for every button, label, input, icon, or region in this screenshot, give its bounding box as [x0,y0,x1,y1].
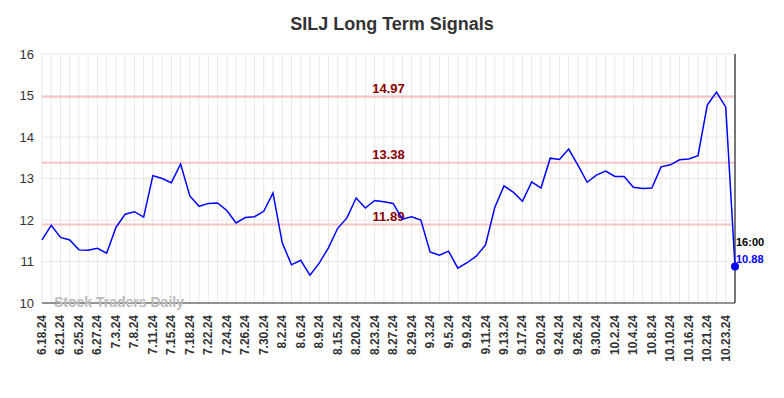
svg-text:8.29.24: 8.29.24 [405,315,419,355]
svg-text:10.21.24: 10.21.24 [700,315,714,362]
svg-text:10.8.24: 10.8.24 [645,315,659,355]
svg-text:16:00: 16:00 [736,236,764,248]
svg-text:10.16.24: 10.16.24 [682,315,696,362]
svg-text:9.26.24: 9.26.24 [571,315,585,355]
svg-text:8.20.24: 8.20.24 [349,315,363,355]
svg-text:6.27.24: 6.27.24 [90,315,104,355]
svg-text:11: 11 [21,254,35,269]
svg-text:9.11.24: 9.11.24 [479,315,493,355]
svg-text:8.9.24: 8.9.24 [312,315,326,349]
svg-text:8.6.24: 8.6.24 [294,315,308,349]
svg-text:14.97: 14.97 [372,81,405,96]
svg-text:9.9.24: 9.9.24 [460,315,474,349]
svg-text:10: 10 [20,296,34,311]
svg-text:7.24.24: 7.24.24 [220,315,234,355]
svg-text:7.8.24: 7.8.24 [127,315,141,349]
svg-text:9.3.24: 9.3.24 [423,315,437,349]
svg-text:10.88: 10.88 [736,253,764,265]
svg-text:7.11.24: 7.11.24 [146,315,160,355]
svg-text:14: 14 [20,130,34,145]
svg-text:6.25.24: 6.25.24 [72,315,86,355]
svg-text:9.13.24: 9.13.24 [497,315,511,355]
svg-text:7.3.24: 7.3.24 [109,315,123,349]
svg-text:16: 16 [20,47,34,62]
svg-text:6.18.24: 6.18.24 [35,315,49,355]
svg-text:10.23.24: 10.23.24 [719,315,733,362]
svg-text:8.23.24: 8.23.24 [368,315,382,355]
svg-text:9.24.24: 9.24.24 [552,315,566,355]
svg-text:7.26.24: 7.26.24 [238,315,252,355]
svg-text:7.18.24: 7.18.24 [183,315,197,355]
svg-text:11.89: 11.89 [373,209,405,224]
svg-text:8.27.24: 8.27.24 [386,315,400,355]
html-text:SILJ Long Term Signals: SILJ Long Term Signals [290,14,494,34]
svg-text:9.5.24: 9.5.24 [442,315,456,349]
svg-text:13: 13 [20,171,34,186]
svg-text:9.17.24: 9.17.24 [515,315,529,355]
svg-text:7.15.24: 7.15.24 [164,315,178,355]
svg-text:9.30.24: 9.30.24 [589,315,603,355]
svg-text:15: 15 [20,88,34,103]
svg-text:12: 12 [20,213,34,228]
svg-text:9.20.24: 9.20.24 [534,315,548,355]
svg-text:10.4.24: 10.4.24 [626,315,640,355]
svg-text:8.15.24: 8.15.24 [331,315,345,355]
svg-text:13.38: 13.38 [372,147,405,162]
svg-text:6.21.24: 6.21.24 [53,315,67,355]
svg-text:8.2.24: 8.2.24 [275,315,289,349]
svg-text:7.30.24: 7.30.24 [257,315,271,355]
svg-text:7.22.24: 7.22.24 [201,315,215,355]
svg-text:10.2.24: 10.2.24 [608,315,622,355]
svg-text:10.10.24: 10.10.24 [663,315,677,362]
html-text:Stock Traders Daily: Stock Traders Daily [54,294,184,310]
